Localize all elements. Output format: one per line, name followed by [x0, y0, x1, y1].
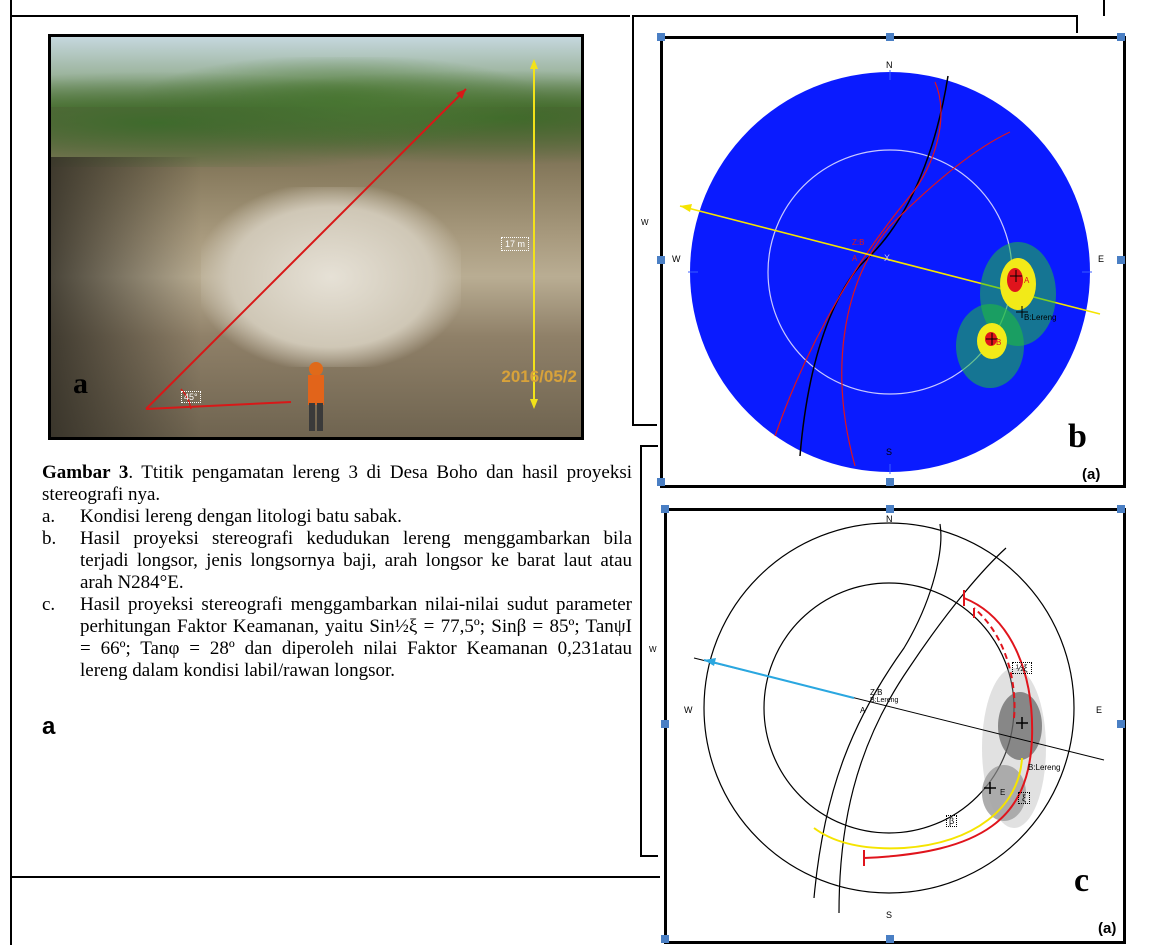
slope-photo: 17 m 45° 2016/05/2 a: [48, 34, 584, 440]
north-label-b: N: [886, 60, 893, 70]
lereng-small-label-c: B:Lereng: [870, 697, 899, 704]
frame-left: [10, 0, 12, 945]
south-label-b: S: [886, 447, 893, 457]
angle-label: 45°: [181, 391, 201, 403]
height-label: 17 m: [501, 237, 530, 251]
photo-annotations: [145, 59, 538, 431]
stereonet-c: [693, 522, 1105, 914]
caption-item-c: c. Hasil proyeksi stereografi menggambar…: [42, 594, 632, 681]
handle-c-l[interactable]: [661, 720, 669, 728]
sub-label-c: (a): [1098, 920, 1117, 937]
handle-b-r[interactable]: [1117, 256, 1125, 264]
bracket-b-left: [632, 15, 634, 425]
west-label-c: W: [684, 705, 693, 715]
west-outer-label-b: W: [641, 218, 649, 227]
bracket-c-left: [640, 445, 642, 857]
caption-item-a: a. Kondisi lereng dengan litologi batu s…: [42, 506, 402, 527]
lereng-label-b: B:Lereng: [1024, 313, 1057, 322]
frame-mid: [10, 876, 660, 878]
handle-b-bl[interactable]: [657, 478, 665, 486]
caption-text: . Ttitik pengamatan lereng 3 di Desa Boh…: [42, 462, 632, 505]
caption-item-b: b. Hasil proyeksi stereografi kedudukan …: [42, 528, 632, 593]
bracket-c-top: [640, 445, 658, 447]
east-label-c: E: [1096, 705, 1103, 715]
zb-label-b: Z:B: [852, 238, 865, 247]
person: [308, 362, 324, 431]
panel-letter-c: c: [1074, 862, 1090, 899]
handle-c-bl[interactable]: [661, 935, 669, 943]
figure-label: Gambar 3: [42, 462, 129, 483]
south-label-c: S: [886, 910, 893, 920]
ticks-b: [688, 70, 1092, 474]
handle-c-t[interactable]: [886, 505, 894, 513]
frame-right-top: [1103, 0, 1105, 16]
panel-letter-a: a: [73, 367, 88, 400]
a-label-c: A: [860, 706, 866, 715]
x-label-b: X: [884, 253, 891, 263]
handle-c-b[interactable]: [886, 935, 894, 943]
bracket-b-right: [1076, 15, 1078, 33]
e-label-c: E: [1000, 788, 1006, 797]
date-stamp: 2016/05/2: [501, 367, 577, 386]
handle-b-tl[interactable]: [657, 33, 665, 41]
handle-b-b[interactable]: [886, 478, 894, 486]
pole-a-label-b: A: [1024, 276, 1030, 285]
west-outer-label-c: W: [649, 645, 657, 654]
handle-c-tr[interactable]: [1117, 505, 1125, 513]
zb-label-c: Z:B: [870, 688, 883, 697]
xi-label-c: ξ: [1018, 792, 1031, 804]
caption-intro: Gambar 3. Ttitik pengamatan lereng 3 di …: [42, 462, 632, 506]
handle-b-t[interactable]: [886, 33, 894, 41]
figure-caption: Gambar 3. Ttitik pengamatan lereng 3 di …: [42, 462, 632, 682]
handle-b-tr[interactable]: [1117, 33, 1125, 41]
north-label-c: N: [886, 514, 893, 524]
east-label-b: E: [1098, 254, 1105, 264]
panel-letter-b: b: [1068, 418, 1087, 455]
beta-label-c: β: [946, 815, 958, 827]
west-label-b: W: [672, 254, 681, 264]
stereonet-b: [679, 70, 1101, 474]
bracket-c-bottom: [640, 855, 658, 857]
handle-b-l[interactable]: [657, 256, 665, 264]
pole-b-label-b: B: [996, 338, 1002, 347]
lereng-label-c: B:Lereng: [1028, 763, 1061, 772]
handle-c-tl[interactable]: [661, 505, 669, 513]
handle-c-r[interactable]: [1117, 720, 1125, 728]
stray-letter-a: a: [42, 713, 56, 740]
frame-top: [10, 15, 630, 17]
bracket-b-bottom: [632, 424, 657, 426]
half-xi-label-c: ½ξ: [1012, 662, 1032, 674]
sub-label-b: (a): [1082, 466, 1101, 483]
a-label-b: A: [852, 254, 858, 263]
bracket-b-top: [632, 15, 1077, 17]
